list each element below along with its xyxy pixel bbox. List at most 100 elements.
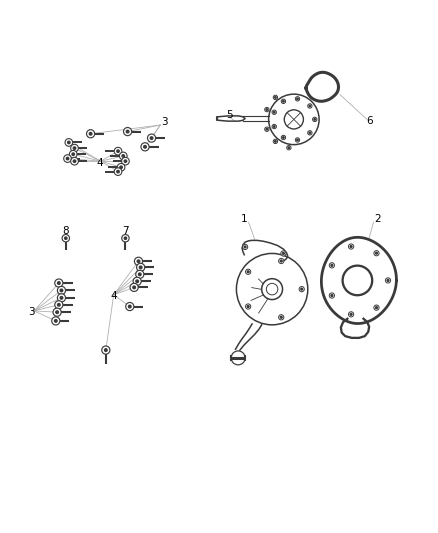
Text: 5: 5: [226, 110, 233, 120]
Circle shape: [60, 296, 63, 299]
Circle shape: [266, 128, 268, 130]
Circle shape: [265, 127, 269, 132]
Circle shape: [73, 147, 76, 149]
Circle shape: [273, 95, 278, 100]
Circle shape: [137, 260, 140, 263]
Circle shape: [120, 152, 127, 160]
Circle shape: [246, 269, 251, 274]
Circle shape: [375, 306, 378, 309]
Text: 3: 3: [161, 117, 168, 127]
Circle shape: [350, 246, 352, 247]
Circle shape: [122, 155, 124, 157]
Circle shape: [331, 295, 333, 296]
Circle shape: [280, 260, 282, 262]
Text: 2: 2: [374, 214, 381, 224]
Circle shape: [299, 287, 304, 292]
Circle shape: [288, 147, 290, 149]
Circle shape: [71, 144, 78, 152]
Circle shape: [272, 110, 276, 115]
Circle shape: [150, 137, 153, 140]
Text: 4: 4: [96, 158, 102, 168]
Circle shape: [138, 273, 141, 276]
Circle shape: [349, 312, 354, 317]
Circle shape: [122, 235, 129, 242]
Circle shape: [117, 171, 119, 173]
Circle shape: [246, 304, 251, 309]
Circle shape: [329, 293, 335, 298]
Text: 7: 7: [122, 226, 129, 236]
Circle shape: [279, 314, 284, 320]
Circle shape: [122, 157, 129, 165]
Circle shape: [69, 150, 77, 158]
Circle shape: [295, 96, 300, 101]
Circle shape: [60, 289, 63, 292]
Circle shape: [313, 117, 317, 122]
Circle shape: [374, 305, 379, 310]
Circle shape: [57, 282, 60, 284]
Circle shape: [124, 160, 127, 163]
Circle shape: [65, 237, 67, 239]
Circle shape: [62, 235, 70, 242]
Circle shape: [275, 141, 276, 142]
Circle shape: [57, 303, 60, 306]
Circle shape: [89, 133, 92, 135]
Circle shape: [136, 280, 138, 282]
Circle shape: [307, 104, 312, 108]
Circle shape: [307, 131, 312, 135]
Circle shape: [265, 107, 269, 112]
Circle shape: [297, 98, 298, 100]
Circle shape: [124, 127, 132, 136]
Circle shape: [133, 286, 135, 289]
Circle shape: [283, 101, 284, 102]
Circle shape: [64, 155, 71, 163]
Circle shape: [55, 301, 63, 309]
Circle shape: [247, 271, 249, 273]
Text: 1: 1: [241, 214, 247, 224]
Circle shape: [287, 146, 291, 150]
Circle shape: [144, 146, 146, 148]
Circle shape: [283, 137, 284, 138]
Circle shape: [266, 109, 268, 110]
Circle shape: [56, 311, 58, 313]
Circle shape: [117, 164, 125, 171]
Circle shape: [301, 288, 303, 290]
Circle shape: [281, 251, 286, 256]
Circle shape: [87, 130, 95, 138]
Circle shape: [148, 134, 155, 142]
Circle shape: [272, 124, 276, 128]
Circle shape: [387, 279, 389, 281]
Circle shape: [385, 278, 391, 283]
Circle shape: [141, 143, 149, 151]
Circle shape: [273, 139, 278, 143]
Circle shape: [133, 277, 141, 285]
Circle shape: [114, 147, 122, 155]
Circle shape: [281, 135, 286, 140]
Circle shape: [247, 305, 249, 308]
Circle shape: [57, 286, 66, 295]
Circle shape: [349, 244, 354, 249]
Circle shape: [134, 257, 142, 265]
Circle shape: [53, 308, 61, 316]
Circle shape: [136, 270, 144, 278]
Circle shape: [71, 157, 78, 165]
Circle shape: [128, 305, 131, 308]
Circle shape: [243, 244, 248, 249]
Circle shape: [55, 279, 63, 287]
Circle shape: [314, 119, 315, 120]
Circle shape: [105, 349, 107, 351]
Circle shape: [329, 263, 335, 268]
Circle shape: [244, 246, 246, 248]
Circle shape: [375, 252, 378, 254]
Circle shape: [114, 168, 122, 175]
Text: 4: 4: [110, 291, 117, 301]
Circle shape: [331, 264, 333, 266]
Circle shape: [273, 111, 275, 113]
Circle shape: [120, 166, 122, 168]
Circle shape: [139, 266, 142, 269]
Circle shape: [275, 96, 276, 98]
Text: 8: 8: [63, 226, 69, 236]
Circle shape: [72, 153, 74, 156]
Circle shape: [297, 139, 298, 141]
Circle shape: [57, 294, 66, 302]
Circle shape: [73, 160, 76, 163]
